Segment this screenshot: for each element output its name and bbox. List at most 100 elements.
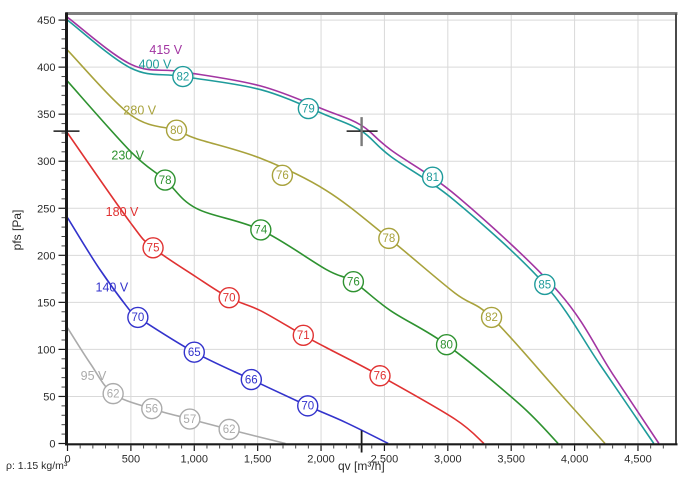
- efficiency-value: 62: [223, 424, 236, 436]
- axes: [65, 12, 678, 446]
- curve-path: [66, 132, 485, 445]
- efficiency-value: 70: [223, 292, 236, 304]
- efficiency-marker: 62: [102, 382, 124, 405]
- efficiency-circle: [369, 365, 391, 387]
- efficiency-marker: 82: [480, 306, 503, 329]
- plot-frame: [65, 12, 678, 444]
- x-tick-label: 3,500: [497, 454, 525, 466]
- efficiency-marker: 76: [369, 365, 391, 387]
- efficiency-circle: [183, 341, 205, 363]
- air-density-note: ρ: 1.15 kg/m³: [6, 460, 68, 472]
- efficiency-marker: 62: [218, 418, 240, 441]
- y-tick-label: 250: [37, 203, 55, 215]
- grid: [67, 13, 676, 444]
- efficiency-circle: [534, 273, 556, 296]
- efficiency-circle: [292, 324, 314, 346]
- x-tick-label: 500: [122, 454, 140, 466]
- efficiency-value: 79: [302, 103, 315, 115]
- efficiency-marker: 85: [534, 273, 556, 296]
- curve-path: [66, 80, 559, 445]
- efficiency-circle: [141, 397, 163, 420]
- efficiency-value: 80: [170, 125, 183, 137]
- series-label-140v: 140 V: [96, 280, 129, 294]
- efficiency-value: 82: [176, 71, 189, 83]
- x-tick-label: 4,500: [624, 454, 652, 466]
- efficiency-circle: [378, 227, 400, 250]
- efficiency-value: 82: [485, 312, 498, 324]
- x-tick-label: 1,000: [181, 454, 209, 466]
- efficiency-marker: 80: [435, 334, 458, 356]
- series-label-400v: 400 V: [139, 57, 172, 71]
- efficiency-value: 76: [374, 371, 387, 383]
- efficiency-marker: 78: [154, 169, 176, 191]
- x-tick-label: 1,500: [244, 454, 272, 466]
- x-tick-label: 4,000: [561, 454, 589, 466]
- efficiency-circle: [480, 306, 503, 329]
- efficiency-marker: 70: [297, 395, 319, 417]
- efficiency-value: 76: [347, 276, 360, 288]
- series-label-280v: 280 V: [123, 103, 156, 117]
- efficiency-value: 78: [159, 175, 172, 187]
- efficiency-value: 76: [276, 170, 289, 182]
- y-axis-ticks: 0 50 100 150 200 250 300 350 400 450: [37, 15, 65, 451]
- curve-180v: [66, 132, 485, 445]
- efficiency-marker: 66: [240, 368, 263, 391]
- curve-415v: [67, 16, 660, 444]
- efficiency-marker: 56: [141, 397, 163, 420]
- efficiency-value: 57: [183, 414, 196, 426]
- y-tick-label: 50: [43, 391, 55, 403]
- efficiency-circle: [218, 286, 240, 309]
- y-axis-title: pfs [Pa]: [10, 209, 24, 251]
- series-label-95v: 95 V: [81, 369, 107, 383]
- efficiency-value: 70: [131, 312, 144, 324]
- efficiency-circle: [342, 270, 365, 293]
- series-label-230v: 230 V: [111, 149, 144, 163]
- y-tick-label: 300: [37, 156, 55, 168]
- series-label-180v: 180 V: [106, 205, 139, 219]
- efficiency-marker: 78: [378, 227, 400, 250]
- y-tick-label: 350: [37, 109, 55, 121]
- x-tick-label: 0: [64, 454, 70, 466]
- efficiency-marker: 76: [342, 270, 365, 293]
- efficiency-value: 71: [297, 330, 310, 342]
- x-axis-title: qv [m³/h]: [338, 459, 385, 473]
- efficiency-marker: 80: [165, 119, 188, 141]
- x-tick-label: 3,000: [434, 454, 462, 466]
- efficiency-marker: 75: [142, 237, 164, 259]
- efficiency-marker: 82: [172, 65, 194, 88]
- efficiency-value: 65: [188, 347, 201, 359]
- efficiency-value: 75: [147, 243, 160, 255]
- curves: [66, 16, 660, 445]
- efficiency-circle: [297, 395, 319, 417]
- efficiency-markers: 62 56 57 62 70 65 66 70 75 70 71 76 78 74 76 80 80 76 78 82…: [102, 65, 556, 441]
- curve-400v: [67, 19, 655, 444]
- y-tick-label: 450: [37, 15, 55, 27]
- efficiency-marker: 74: [250, 219, 272, 241]
- efficiency-circle: [165, 119, 188, 141]
- efficiency-value: 78: [382, 233, 395, 245]
- efficiency-value: 62: [107, 388, 120, 400]
- efficiency-marker: 57: [179, 408, 201, 430]
- curve-path: [67, 19, 655, 444]
- efficiency-marker: 81: [421, 166, 444, 188]
- efficiency-marker: 70: [127, 306, 149, 329]
- curve-280v: [66, 49, 606, 445]
- series-label-415v: 415 V: [149, 43, 182, 57]
- curve-path: [66, 49, 606, 445]
- y-tick-label: 100: [37, 344, 55, 356]
- efficiency-value: 80: [440, 340, 453, 352]
- efficiency-circle: [102, 382, 124, 405]
- efficiency-marker: 71: [292, 324, 314, 346]
- curve-path: [67, 16, 660, 444]
- efficiency-marker: 70: [218, 286, 240, 309]
- efficiency-circle: [172, 65, 194, 88]
- efficiency-circle: [421, 166, 444, 188]
- x-tick-label: 2,500: [371, 454, 399, 466]
- duty-point-marker: [53, 117, 378, 453]
- efficiency-value: 74: [254, 225, 267, 237]
- efficiency-marker: 65: [183, 341, 205, 363]
- efficiency-circle: [154, 169, 176, 191]
- efficiency-value: 85: [538, 279, 551, 291]
- y-tick-label: 200: [37, 250, 55, 262]
